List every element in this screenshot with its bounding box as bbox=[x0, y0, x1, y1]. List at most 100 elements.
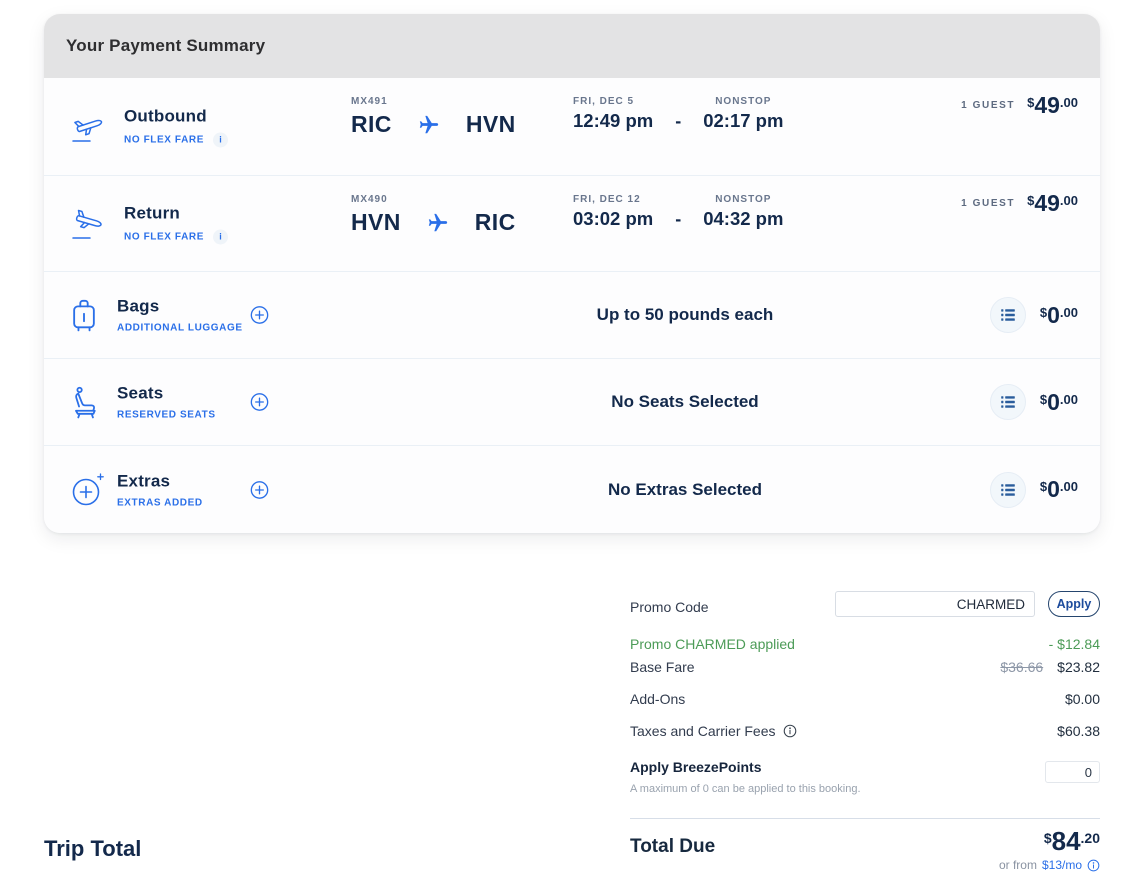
page-title: Your Payment Summary bbox=[66, 36, 266, 55]
return-date: FRI, DEC 12 bbox=[573, 194, 641, 205]
seat-icon bbox=[68, 384, 112, 420]
outbound-depart-time: 12:49 pm bbox=[573, 110, 654, 131]
return-price-block: 1 GUEST $ 49 .00 bbox=[961, 192, 1078, 215]
bags-subtitle: ADDITIONAL LUGGAGE bbox=[117, 322, 243, 334]
return-label-block: Return NO FLEX FARE i bbox=[124, 203, 228, 244]
outbound-guest-count: 1 GUEST bbox=[961, 100, 1016, 111]
return-destination-code: RIC bbox=[474, 209, 516, 235]
price-cents: .00 bbox=[1059, 304, 1078, 320]
outbound-price: $ 49 .00 bbox=[1027, 94, 1078, 117]
outbound-arrive-time: 02:17 pm bbox=[703, 110, 784, 131]
base-fare-original: $36.66 bbox=[1000, 659, 1044, 675]
breezepoints-label: Apply BreezePoints bbox=[630, 759, 762, 775]
total-due-label: Total Due bbox=[630, 836, 716, 857]
return-title: Return bbox=[124, 203, 180, 222]
seats-subtitle: RESERVED SEATS bbox=[117, 409, 216, 421]
outbound-destination-code: HVN bbox=[465, 111, 516, 137]
breezepoints-input[interactable] bbox=[1045, 761, 1100, 783]
currency-symbol: $ bbox=[1039, 391, 1048, 407]
card-header: Your Payment Summary bbox=[44, 14, 1100, 78]
fare-info-icon[interactable]: i bbox=[212, 229, 228, 244]
outbound-times: FRI, DEC 5 12:49 pm - NONSTOP 02:17 pm bbox=[573, 96, 783, 132]
apply-promo-button[interactable]: Apply bbox=[1048, 591, 1100, 617]
extras-label-block: Extras EXTRAS ADDED bbox=[117, 471, 203, 508]
outbound-price-block: 1 GUEST $ 49 .00 bbox=[961, 94, 1078, 117]
add-ons-label: Add-Ons bbox=[630, 691, 686, 707]
seats-price: $ 0 .00 bbox=[1039, 390, 1078, 414]
add-ons-row: Add-Ons $0.00 bbox=[630, 691, 1100, 707]
plane-right-icon bbox=[418, 114, 440, 136]
add-ons-amount: $0.00 bbox=[1064, 691, 1100, 707]
base-fare-row: Base Fare $36.66 $23.82 bbox=[630, 659, 1100, 675]
seats-title: Seats bbox=[117, 383, 164, 403]
payment-summary-card: Your Payment Summary Outbound NO FLEX FA… bbox=[44, 14, 1100, 533]
return-flight-row: Return NO FLEX FARE i MX490 HVN RIC bbox=[44, 175, 1100, 271]
total-due-row: Total Due $ 84 .20 or from $13/mo bbox=[630, 828, 1100, 872]
cost-summary-panel: Promo Code Apply Promo CHARMED applied -… bbox=[630, 591, 1100, 889]
seats-details-list-icon[interactable] bbox=[989, 384, 1026, 420]
financing-info-icon[interactable] bbox=[1087, 859, 1100, 872]
add-seats-button[interactable] bbox=[250, 393, 269, 412]
add-extras-button[interactable] bbox=[250, 480, 269, 499]
price-whole: 49 bbox=[1034, 190, 1060, 216]
currency-symbol: $ bbox=[1027, 193, 1035, 208]
taxes-label: Taxes and Carrier Fees bbox=[630, 723, 776, 739]
time-separator: - bbox=[675, 209, 682, 229]
seats-row: Seats RESERVED SEATS No Seats Selected bbox=[44, 358, 1100, 445]
price-cents: .00 bbox=[1059, 391, 1078, 407]
return-arrive-time: 04:32 pm bbox=[703, 208, 784, 229]
seats-detail: No Seats Selected bbox=[611, 392, 759, 411]
currency-symbol: $ bbox=[1039, 304, 1048, 320]
fare-info-icon[interactable]: i bbox=[212, 132, 228, 147]
extras-price: $ 0 .00 bbox=[1040, 478, 1078, 501]
extras-plus-icon bbox=[68, 470, 112, 510]
base-fare-discounted: $23.82 bbox=[1057, 659, 1100, 675]
breezepoints-row: Apply BreezePoints bbox=[630, 759, 1100, 783]
outbound-title: Outbound bbox=[124, 106, 207, 125]
plane-landing-icon bbox=[68, 207, 112, 241]
return-flight-number: MX490 bbox=[351, 194, 388, 205]
extras-row: Extras EXTRAS ADDED No Extras Selected bbox=[44, 445, 1100, 533]
luggage-icon bbox=[68, 296, 112, 334]
promo-applied-label: Promo CHARMED applied bbox=[630, 636, 795, 652]
extras-details-list-icon[interactable] bbox=[989, 471, 1026, 508]
currency-symbol: $ bbox=[1027, 95, 1035, 110]
return-price: $ 49 .00 bbox=[1027, 192, 1078, 215]
seats-label-block: Seats RESERVED SEATS bbox=[117, 384, 216, 421]
taxes-row: Taxes and Carrier Fees $60.38 bbox=[630, 723, 1100, 739]
base-fare-label: Base Fare bbox=[630, 659, 695, 675]
promo-applied-row: Promo CHARMED applied - $12.84 bbox=[630, 636, 1100, 652]
return-times: FRI, DEC 12 03:02 pm - NONSTOP 04:32 pm bbox=[573, 194, 783, 230]
outbound-route: MX491 RIC HVN bbox=[351, 96, 516, 138]
extras-subtitle: EXTRAS ADDED bbox=[117, 497, 203, 508]
taxes-amount: $60.38 bbox=[1057, 723, 1100, 739]
extras-title: Extras bbox=[117, 471, 171, 490]
financing-line: or from $13/mo bbox=[999, 858, 1100, 872]
extras-price-block: $ 0 .00 bbox=[989, 471, 1078, 508]
outbound-date: FRI, DEC 5 bbox=[573, 96, 635, 107]
bags-details-list-icon[interactable] bbox=[989, 297, 1026, 333]
plane-right-icon bbox=[427, 212, 449, 234]
promo-applied-amount: - $12.84 bbox=[1048, 636, 1100, 652]
currency-symbol: $ bbox=[1043, 830, 1052, 846]
seats-price-block: $ 0 .00 bbox=[989, 384, 1078, 420]
return-stops: NONSTOP bbox=[715, 194, 772, 205]
price-cents: .00 bbox=[1059, 95, 1078, 110]
breezepoints-note: A maximum of 0 can be applied to this bo… bbox=[630, 783, 861, 795]
price-cents: .00 bbox=[1059, 479, 1078, 494]
financing-prefix: or from bbox=[998, 858, 1037, 872]
promo-code-input[interactable] bbox=[835, 591, 1035, 617]
price-cents: .20 bbox=[1080, 830, 1100, 846]
bags-price-block: $ 0 .00 bbox=[989, 297, 1078, 333]
financing-link[interactable]: $13/mo bbox=[1041, 858, 1082, 872]
taxes-info-icon[interactable] bbox=[783, 724, 797, 738]
add-bags-button[interactable] bbox=[250, 306, 269, 325]
bags-row: Bags ADDITIONAL LUGGAGE Up to 50 pounds … bbox=[44, 271, 1100, 358]
price-whole: 0 bbox=[1047, 301, 1060, 328]
outbound-stops: NONSTOP bbox=[715, 96, 772, 107]
price-whole: 49 bbox=[1034, 92, 1060, 118]
total-divider bbox=[630, 818, 1100, 819]
time-separator: - bbox=[675, 111, 682, 131]
outbound-flight-number: MX491 bbox=[351, 96, 388, 107]
